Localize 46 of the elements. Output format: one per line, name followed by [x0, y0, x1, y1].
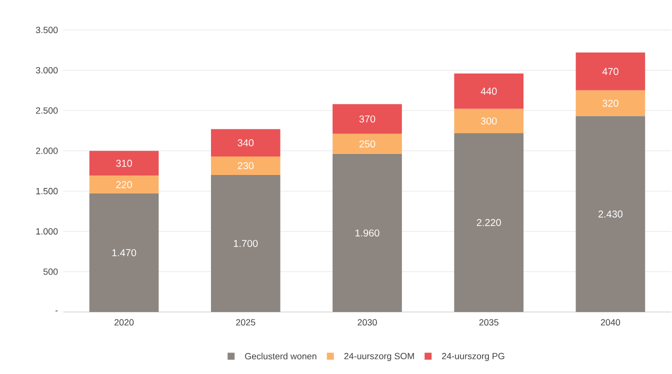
bar [332, 104, 402, 134]
x-tick-label: 2040 [600, 319, 620, 326]
legend-label: Geclusterd wonen [245, 352, 316, 360]
data-label: 310 [116, 160, 132, 167]
x-tick-label: 2020 [114, 319, 134, 326]
bar [576, 90, 646, 116]
data-label: 440 [480, 88, 497, 95]
y-tick-label: 2.500 [36, 107, 58, 114]
bar [210, 156, 280, 175]
data-label: 2.220 [476, 219, 501, 226]
bar [332, 154, 402, 312]
bar [210, 174, 280, 312]
data-label: 340 [238, 139, 254, 146]
bar [210, 129, 280, 156]
data-label: 320 [602, 100, 618, 107]
data-label: 250 [359, 140, 376, 148]
bar [89, 150, 159, 176]
bar [454, 73, 524, 109]
bar [89, 194, 159, 312]
x-tick-label: 2025 [236, 319, 256, 326]
y-tick-label: 2.000 [36, 148, 58, 154]
data-label: 230 [238, 162, 254, 170]
legend-label: 24-uurszorg PG [442, 352, 504, 362]
y-tick-label: 3.500 [36, 26, 58, 34]
data-label: 470 [602, 68, 618, 75]
y-tick-label: 500 [43, 268, 58, 275]
data-label: 220 [116, 181, 132, 188]
data-label: 1.960 [356, 229, 380, 237]
data-label: 1.700 [234, 240, 258, 247]
y-tick-label: 3.000 [36, 67, 58, 74]
data-label: 2.430 [598, 210, 623, 218]
bar [89, 176, 159, 194]
legend-label: 24-uurszorg SOM [344, 352, 414, 362]
data-label: 300 [480, 117, 497, 125]
x-tick-label: 2035 [479, 319, 498, 326]
bar [576, 52, 646, 90]
x-tick-label: 2030 [358, 319, 377, 326]
bar [576, 116, 646, 312]
data-label: 370 [359, 115, 376, 123]
y-tick-label: - [55, 310, 58, 312]
y-tick-label: 1.500 [36, 188, 58, 194]
bar [454, 108, 524, 134]
bar [332, 134, 402, 154]
data-label: 1.470 [112, 249, 136, 256]
bar [454, 133, 524, 312]
y-tick-label: 1.000 [36, 228, 58, 235]
